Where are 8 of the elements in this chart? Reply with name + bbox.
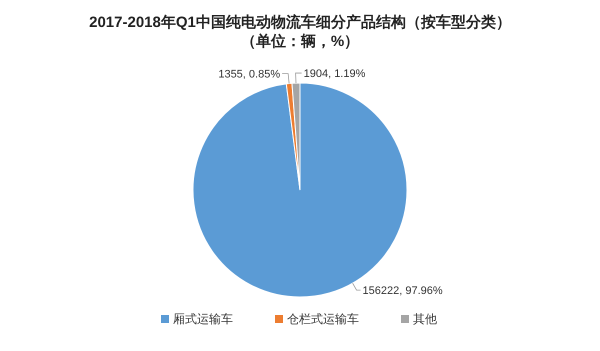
chart-title: 2017-2018年Q1中国纯电动物流车细分产品结构（按车型分类） bbox=[89, 13, 511, 31]
legend-label: 其他 bbox=[413, 312, 437, 326]
chart-subtitle: （单位：辆，%） bbox=[240, 33, 360, 50]
data-label: 1904, 1.19% bbox=[304, 68, 366, 80]
data-label: 156222, 97.96% bbox=[362, 285, 443, 298]
legend-label: 仓栏式运输车 bbox=[287, 312, 359, 326]
legend-label: 厢式运输车 bbox=[173, 312, 233, 326]
data-label: 1355, 0.85% bbox=[218, 68, 280, 81]
